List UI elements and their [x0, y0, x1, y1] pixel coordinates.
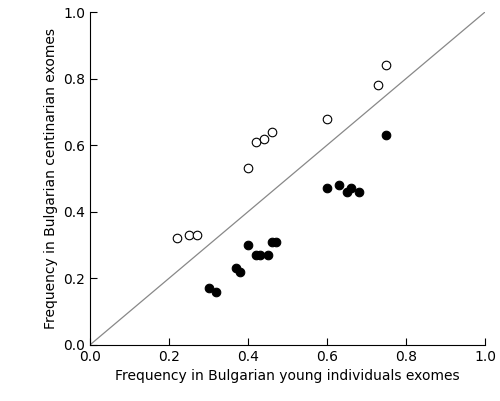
Point [256, 252, 264, 258]
Point [382, 132, 390, 138]
Y-axis label: Frequency in Bulgarian centinarian exomes: Frequency in Bulgarian centinarian exome… [44, 28, 58, 329]
Point [268, 239, 276, 245]
Point [232, 265, 240, 271]
Point [173, 235, 181, 241]
Point [252, 139, 260, 145]
Point [212, 288, 220, 295]
Point [272, 239, 280, 245]
Point [268, 129, 276, 135]
Point [244, 242, 252, 248]
Point [323, 185, 331, 192]
Point [244, 165, 252, 172]
Point [374, 82, 382, 89]
Point [204, 285, 212, 292]
Point [354, 188, 362, 195]
Point [264, 252, 272, 258]
Point [236, 268, 244, 275]
Point [185, 232, 193, 238]
Point [252, 252, 260, 258]
Point [260, 135, 268, 142]
Point [192, 232, 200, 238]
Point [382, 62, 390, 69]
X-axis label: Frequency in Bulgarian young individuals exomes: Frequency in Bulgarian young individuals… [115, 369, 460, 383]
Point [335, 182, 343, 188]
Point [346, 185, 354, 192]
Point [323, 115, 331, 122]
Point [343, 188, 351, 195]
